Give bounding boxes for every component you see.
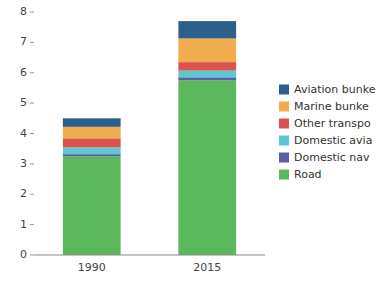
bar-segment — [178, 77, 236, 80]
legend-swatch — [279, 153, 289, 163]
legend-label: Other transpo — [294, 117, 371, 130]
legend-swatch — [279, 85, 289, 95]
y-tick-label: 0 — [20, 248, 27, 261]
legend-swatch — [279, 102, 289, 112]
legend-swatch — [279, 119, 289, 129]
legend-swatch — [279, 170, 289, 180]
x-tick-label: 1990 — [78, 261, 106, 274]
bar-segment — [63, 154, 121, 156]
legend-swatch — [279, 136, 289, 146]
bar-segment — [178, 62, 236, 71]
legend-label: Road — [294, 168, 322, 181]
y-tick — [30, 72, 34, 73]
y-tick-label: 7 — [20, 35, 27, 48]
y-tick-label: 8 — [20, 5, 27, 18]
bar-segment — [178, 80, 236, 255]
bar-segment — [178, 38, 236, 62]
y-tick — [30, 133, 34, 134]
y-tick — [30, 224, 34, 225]
y-tick-label: 4 — [20, 127, 27, 140]
y-tick-label: 3 — [20, 157, 27, 170]
y-tick-label: 1 — [20, 218, 27, 231]
legend-label: Marine bunke — [294, 100, 369, 113]
y-tick — [30, 12, 34, 13]
y-tick-label: 6 — [20, 66, 27, 79]
legend: Aviation bunke Marine bunke Other transpo D… — [279, 83, 376, 181]
bar-segment — [178, 21, 236, 38]
y-tick-label: 2 — [20, 187, 27, 200]
bar-segment — [178, 71, 236, 78]
y-tick-label: 5 — [20, 96, 27, 109]
bars — [63, 21, 236, 255]
chart-container: 0 1 2 3 4 5 6 7 8 1990 2015 Aviation bunke Marine bu… — [0, 0, 387, 283]
legend-label: Aviation bunke — [294, 83, 376, 96]
y-tick — [30, 103, 34, 104]
bar-segment — [63, 118, 121, 127]
x-axis-line — [34, 255, 265, 256]
x-tick-label: 2015 — [193, 261, 221, 274]
y-tick — [30, 42, 34, 43]
legend-label: Domestic avia — [294, 134, 372, 147]
y-tick — [30, 255, 34, 256]
legend-label: Domestic nav — [294, 151, 370, 164]
bar-segment — [63, 156, 121, 255]
chart: 0 1 2 3 4 5 6 7 8 1990 2015 Aviation bunke Marine bu… — [0, 0, 387, 283]
bar-segment — [63, 127, 121, 139]
bar-segment — [63, 147, 121, 154]
bar-segment — [63, 138, 121, 147]
y-tick — [30, 163, 34, 164]
y-tick — [30, 194, 34, 195]
